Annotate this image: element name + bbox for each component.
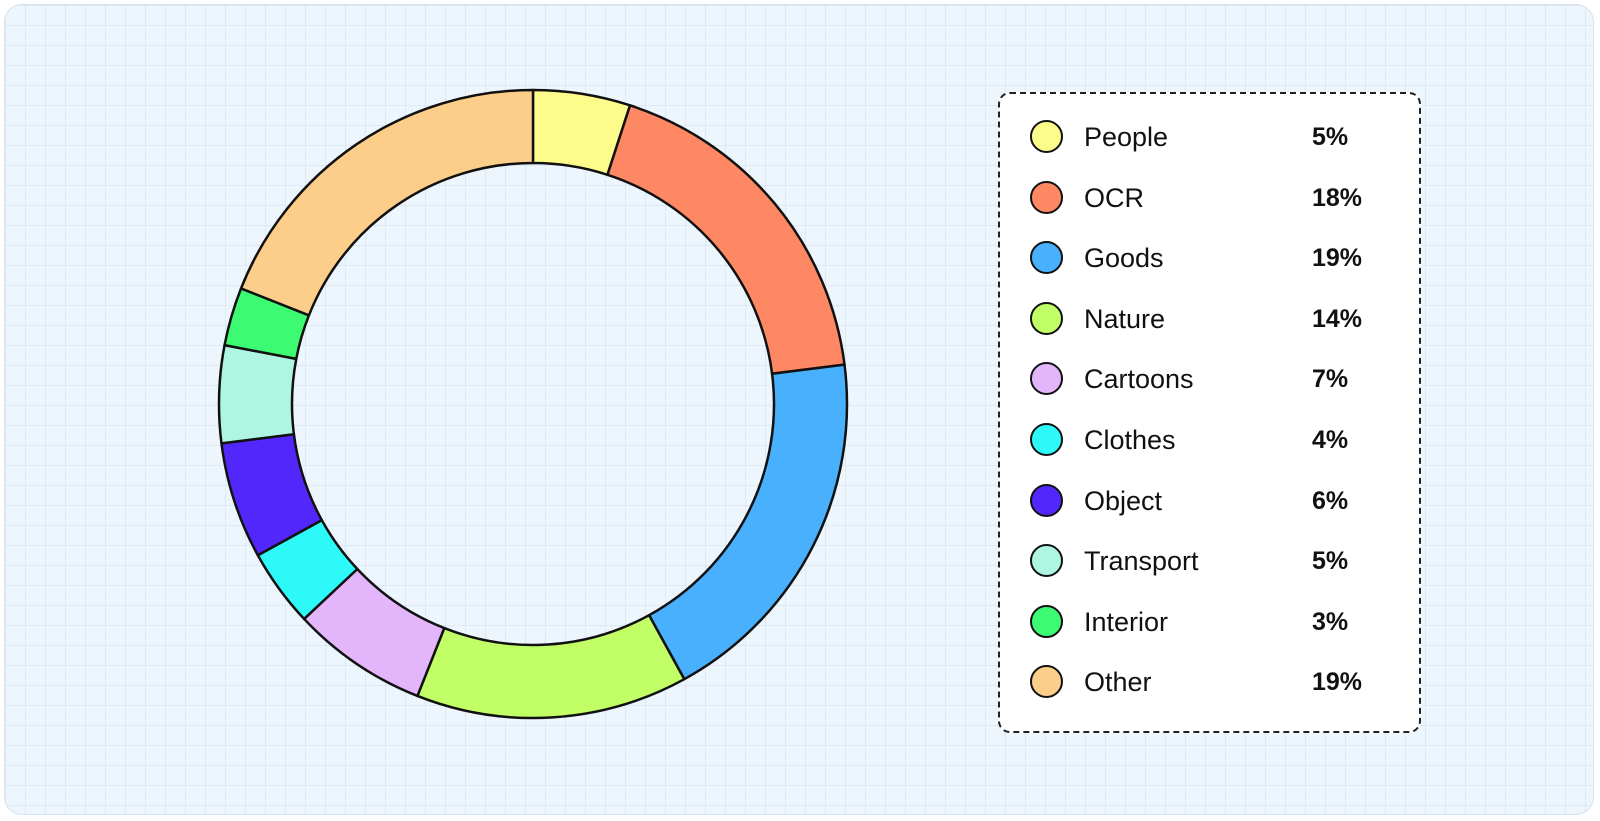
legend-label-transport: Transport bbox=[1084, 546, 1199, 577]
chart-card: People 5% OCR 18% Goods 19% Nature 14% C… bbox=[4, 4, 1594, 815]
legend-swatch-transport bbox=[1030, 544, 1063, 578]
donut-slice-transport bbox=[217, 343, 298, 445]
legend-item-goods: Goods 19% bbox=[1000, 239, 1419, 279]
legend-swatch-other bbox=[1030, 665, 1063, 699]
legend-item-nature: Nature 14% bbox=[1000, 300, 1419, 340]
legend-value-cartoons: 7% bbox=[1312, 365, 1349, 394]
legend-swatch-ocr bbox=[1030, 180, 1063, 214]
legend-label-nature: Nature bbox=[1084, 303, 1166, 334]
legend-label-goods: Goods bbox=[1084, 243, 1164, 274]
legend-value-clothes: 4% bbox=[1312, 426, 1349, 454]
legend-swatch-object bbox=[1030, 483, 1063, 517]
legend-item-people: People 5% bbox=[1000, 118, 1419, 158]
legend-label-people: People bbox=[1084, 122, 1169, 152]
donut-chart bbox=[217, 88, 849, 720]
legend-item-transport: Transport 5% bbox=[1000, 542, 1419, 582]
legend-item-object: Object 6% bbox=[1000, 482, 1419, 522]
legend-swatch-interior bbox=[1030, 604, 1063, 638]
legend-label-ocr: OCR bbox=[1084, 182, 1144, 213]
legend-value-ocr: 18% bbox=[1312, 183, 1363, 212]
legend-item-clothes: Clothes 4% bbox=[1000, 421, 1419, 461]
legend-value-other: 19% bbox=[1312, 668, 1363, 697]
legend-swatch-nature bbox=[1030, 301, 1063, 335]
legend-value-object: 6% bbox=[1312, 486, 1349, 515]
legend-item-cartoons: Cartoons 7% bbox=[1000, 360, 1419, 400]
legend-swatch-cartoons bbox=[1030, 362, 1063, 396]
legend-item-ocr: OCR 18% bbox=[1000, 179, 1419, 219]
legend-value-goods: 19% bbox=[1312, 244, 1363, 273]
donut-slice-nature bbox=[416, 613, 686, 720]
legend-item-interior: Interior 3% bbox=[1000, 603, 1419, 643]
legend-item-other: Other 19% bbox=[1000, 663, 1419, 703]
legend-value-nature: 14% bbox=[1312, 304, 1363, 333]
legend-label-object: Object bbox=[1084, 485, 1163, 516]
legend-value-transport: 5% bbox=[1312, 547, 1349, 576]
legend-value-interior: 3% bbox=[1312, 607, 1349, 636]
legend-label-clothes: Clothes bbox=[1084, 425, 1176, 455]
legend-value-people: 5% bbox=[1312, 123, 1349, 151]
legend-swatch-people bbox=[1030, 120, 1063, 153]
legend-swatch-clothes bbox=[1030, 423, 1063, 456]
legend-label-interior: Interior bbox=[1084, 606, 1169, 637]
legend-label-cartoons: Cartoons bbox=[1084, 364, 1194, 395]
legend-swatch-goods bbox=[1030, 241, 1063, 275]
chart-legend: People 5% OCR 18% Goods 19% Nature 14% C… bbox=[998, 92, 1421, 733]
legend-label-other: Other bbox=[1084, 667, 1152, 698]
donut-slice-goods bbox=[647, 363, 849, 681]
donut-slice-ocr bbox=[606, 104, 846, 376]
donut-slice-other bbox=[239, 88, 535, 317]
